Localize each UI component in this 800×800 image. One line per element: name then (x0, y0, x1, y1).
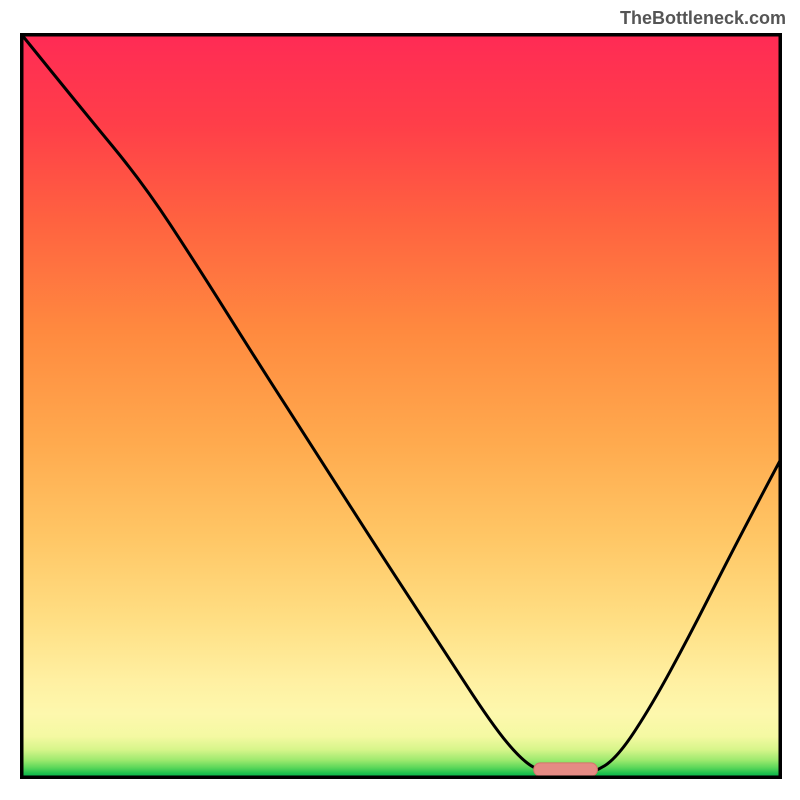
plot-svg (20, 33, 782, 779)
gradient-background (22, 35, 781, 778)
chart-container: TheBottleneck.com (0, 0, 800, 800)
watermark-label: TheBottleneck.com (620, 8, 786, 29)
plot-area (20, 33, 782, 779)
optimum-range-marker (534, 763, 598, 776)
